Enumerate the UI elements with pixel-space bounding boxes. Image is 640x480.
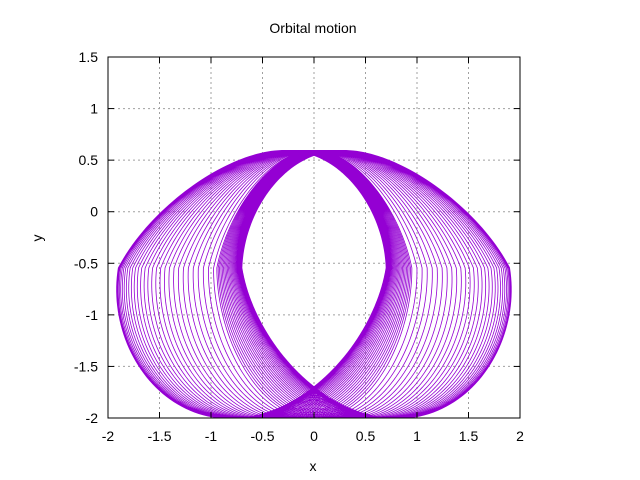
plot-area — [116, 149, 512, 419]
y-tick-label: -2 — [86, 410, 99, 426]
x-axis-ticks: -2 -1.5 -1 -0.5 0 0.5 1 1.5 2 — [102, 57, 524, 444]
y-tick-label: -0.5 — [74, 255, 98, 271]
x-tick-label: 1 — [413, 428, 421, 444]
x-tick-label: -1.5 — [147, 428, 171, 444]
y-tick-label: -1.5 — [74, 358, 98, 374]
chart-title: Orbital motion — [269, 20, 356, 36]
y-tick-label: -1 — [86, 307, 99, 323]
x-tick-label: 2 — [516, 428, 524, 444]
y-tick-label: 1.5 — [79, 49, 99, 65]
y-tick-label: 1 — [90, 101, 98, 117]
y-tick-label: 0 — [90, 204, 98, 220]
grid — [108, 56, 520, 418]
y-axis-label: y — [29, 235, 45, 242]
x-tick-label: 0 — [310, 428, 318, 444]
y-tick-label: 0.5 — [79, 152, 99, 168]
orbit-line — [116, 149, 512, 419]
x-tick-label: 1.5 — [459, 428, 479, 444]
x-axis-label: x — [310, 458, 317, 474]
y-axis-ticks: -2 -1.5 -1 -0.5 0 0.5 1 1.5 — [74, 49, 520, 426]
x-tick-label: -0.5 — [250, 428, 274, 444]
x-tick-label: 0.5 — [356, 428, 376, 444]
x-tick-label: -1 — [205, 428, 218, 444]
x-tick-label: -2 — [102, 428, 115, 444]
